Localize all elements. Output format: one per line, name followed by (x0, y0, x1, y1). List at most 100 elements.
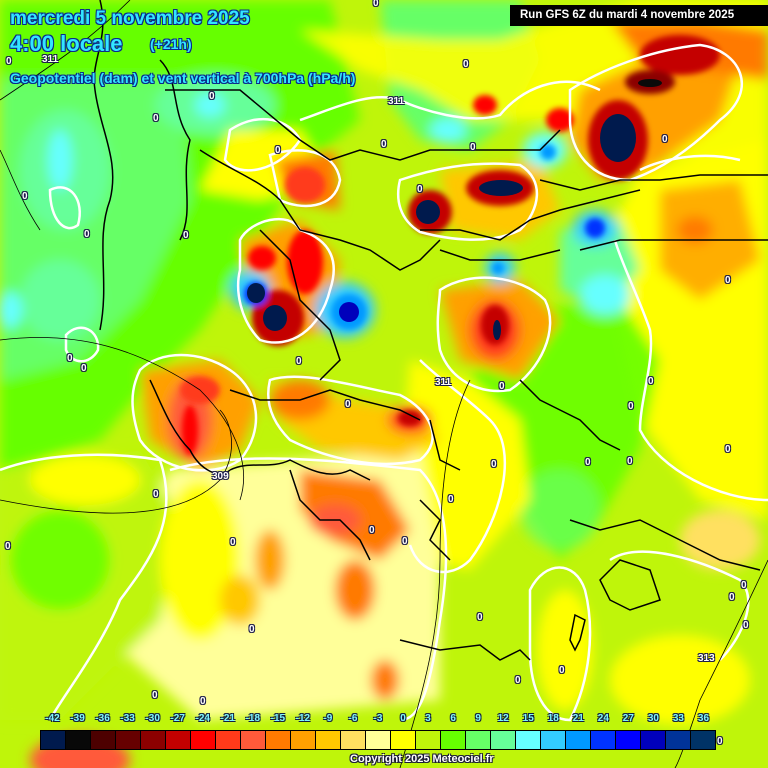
zero-contour-label: 0 (345, 399, 351, 410)
colorbar-tick-label: -39 (70, 713, 85, 724)
local-time: 4:00 locale (10, 31, 123, 56)
colorbar-tick-label: -18 (245, 713, 261, 724)
colorbar-tick-label: -3 (373, 713, 383, 724)
zero-contour-label: 0 (741, 580, 747, 591)
zero-contour-label: 0 (448, 494, 454, 505)
model-run-label: Run GFS 6Z du mardi 4 novembre 2025 (510, 5, 768, 26)
zero-contour-label: 0 (249, 624, 255, 635)
colorbar-segment (541, 731, 566, 749)
colorbar-segment (516, 731, 541, 749)
zero-contour-label: 0 (230, 537, 236, 548)
zero-contour-label: 0 (491, 459, 497, 470)
zero-contour-label: 0 (296, 356, 302, 367)
colorbar-tick-label: -33 (120, 713, 135, 724)
colorbar-segment (591, 731, 616, 749)
colorbar-segment (141, 731, 166, 749)
zero-contour-label: 0 (725, 444, 731, 455)
colorbar-tick-label: 30 (647, 713, 659, 724)
zero-contour-label: 0 (628, 401, 634, 412)
lead-time: (+21h) (150, 36, 192, 52)
colorbar-segment (91, 731, 116, 749)
colorbar-tick-label: 33 (672, 713, 684, 724)
colorbar-segment (616, 731, 641, 749)
zero-contour-label: 0 (369, 525, 375, 536)
zero-contour-label: 0 (6, 56, 12, 67)
zero-contour-label: 0 (81, 363, 87, 374)
parameter-title: Geopotentiel (dam) et vent vertical à 70… (10, 70, 356, 86)
colorbar-tick-label: 18 (547, 713, 559, 724)
zero-contour-label: 0 (470, 142, 476, 153)
colorbar-tick-label: 3 (425, 713, 431, 724)
zero-contour-label: 0 (499, 381, 505, 392)
zero-contour-label: 0 (5, 541, 11, 552)
colorbar-tick-label: 9 (475, 713, 481, 724)
colorbar-tick-label: 15 (522, 713, 534, 724)
colorbar-segment (191, 731, 216, 749)
zero-contour-label: 0 (463, 59, 469, 70)
zero-contour-label: 0 (183, 230, 189, 241)
colorbar (40, 730, 716, 750)
colorbar-segment (441, 731, 466, 749)
zero-contour-label: 0 (84, 229, 90, 240)
colorbar-tick-label: -24 (195, 713, 210, 724)
zero-contour-label: 0 (381, 139, 387, 150)
zero-contour-label: 0 (477, 612, 483, 623)
geopotential-label: 311 (42, 54, 59, 65)
forecast-date: mercredi 5 novembre 2025 (10, 8, 250, 29)
copyright: Copyright 2025 Meteociel.fr (350, 753, 494, 765)
colorbar-segment (466, 731, 491, 749)
zero-contour-label: 0 (67, 353, 73, 364)
colorbar-tick-label: 6 (450, 713, 456, 724)
zero-contour-label: 0 (373, 0, 379, 9)
colorbar-segment (316, 731, 341, 749)
colorbar-tick-label: 0 (400, 713, 406, 724)
colorbar-tick-label: 12 (497, 713, 509, 724)
zero-contour-label: 0 (152, 690, 158, 701)
colorbar-segment (691, 731, 715, 749)
colorbar-segment (41, 731, 66, 749)
geopotential-label: 311 (388, 96, 405, 107)
colorbar-tick-label: -12 (295, 713, 311, 724)
zero-contour-label: 0 (153, 113, 159, 124)
colorbar-tick-label: 27 (622, 713, 634, 724)
zero-contour-label: 0 (153, 489, 159, 500)
zero-contour-label: 0 (200, 696, 206, 707)
colorbar-segment (291, 731, 316, 749)
colorbar-tick-label: -15 (270, 713, 286, 724)
colorbar-segment (116, 731, 141, 749)
zero-contour-label: 0 (729, 592, 735, 603)
zero-contour-label: 0 (402, 536, 408, 547)
colorbar-tick-label: -9 (323, 713, 333, 724)
colorbar-segment (366, 731, 391, 749)
zero-contour-label: 0 (417, 184, 423, 195)
geopotential-label: 309 (212, 471, 229, 482)
zero-contour-label: 0 (559, 665, 565, 676)
colorbar-tick-label: 21 (572, 713, 584, 724)
zero-contour-label: 0 (22, 191, 28, 202)
colorbar-segment (266, 731, 291, 749)
colorbar-segment (216, 731, 241, 749)
colorbar-ticks: -42 -39 -36 -33 -30 -27 -24 -21 -18 -15 -12 -9 -6 -3 0… (40, 713, 716, 727)
geopotential-label: 311 (435, 377, 452, 388)
colorbar-segment (641, 731, 666, 749)
colorbar-tick-label: -36 (95, 713, 110, 724)
colorbar-tick-label: -6 (348, 713, 358, 724)
colorbar-tick-label: -30 (145, 713, 160, 724)
colorbar-tick-label: -21 (220, 713, 235, 724)
colorbar-segment (66, 731, 91, 749)
colorbar-segment (391, 731, 416, 749)
zero-contour-label: 0 (662, 134, 668, 145)
zero-contour-label: 0 (725, 275, 731, 286)
zero-contour-label: 0 (627, 456, 633, 467)
geopotential-label: 313 (698, 653, 715, 664)
zero-contour-label: 0 (585, 457, 591, 468)
colorbar-segment (416, 731, 441, 749)
colorbar-segment (566, 731, 591, 749)
zero-contour-label: 0 (275, 145, 281, 156)
colorbar-segment (341, 731, 366, 749)
zero-contour-label: 0 (743, 620, 749, 631)
colorbar-segment (666, 731, 691, 749)
colorbar-tick-label: 24 (597, 713, 609, 724)
